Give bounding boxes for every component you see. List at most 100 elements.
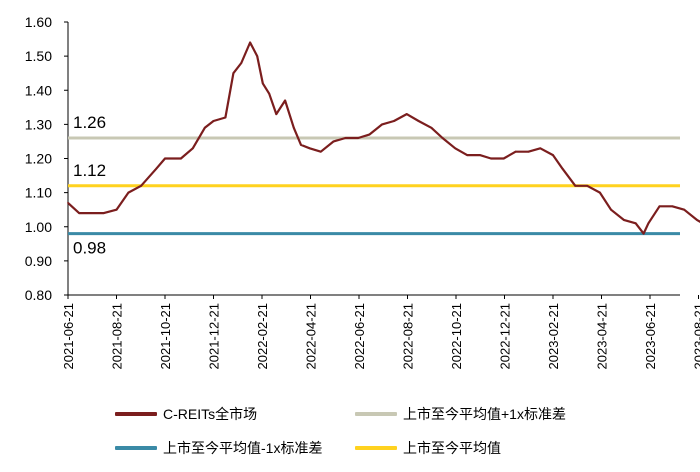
legend-swatch-lower (115, 446, 157, 450)
legend-label-mean: 上市至今平均值 (403, 440, 501, 456)
y-tick-label: 1.30 (25, 116, 52, 132)
x-tick-label: 2022-12-21 (498, 303, 513, 370)
x-tick-label: 2022-10-21 (449, 303, 464, 370)
data-point (479, 154, 481, 157)
data-point (586, 184, 589, 187)
legend-label-lower: 上市至今平均值-1x标准差 (163, 440, 323, 456)
data-point (405, 113, 408, 115)
data-point (268, 92, 271, 95)
data-point (319, 150, 322, 153)
y-tick-label: 1.50 (25, 48, 52, 64)
data-point (381, 123, 383, 126)
data-point (240, 62, 243, 64)
data-point (212, 120, 215, 122)
y-tick-label: 1.10 (25, 185, 52, 201)
x-tick-label: 2023-02-21 (546, 303, 561, 370)
value-labels: 1.260.981.121.21 (73, 113, 106, 258)
data-point (275, 113, 278, 115)
data-point (300, 144, 302, 146)
x-tick-label: 2021-06-21 (61, 303, 76, 370)
y-tick-label: 1.40 (25, 82, 52, 98)
data-point (232, 72, 235, 75)
data-point (115, 208, 118, 211)
x-tick-label: 2022-04-21 (304, 303, 319, 370)
data-point (332, 140, 335, 143)
data-point (658, 205, 661, 208)
y-axis: 0.80 0.90 1.00 1.10 1.20 1.30 1.40 1.50 1.60 (25, 14, 69, 303)
x-tick-label: 2022-06-21 (352, 303, 367, 370)
reference-line-label: 1.26 (73, 113, 106, 132)
data-point (357, 137, 360, 139)
y-tick-label: 0.80 (25, 287, 52, 303)
data-point (78, 212, 80, 215)
data-point (256, 55, 259, 57)
data-point (224, 116, 227, 119)
x-tick-label: 2023-08-21 (692, 303, 700, 370)
data-point (203, 126, 206, 129)
data-point (441, 137, 444, 139)
data-point (393, 120, 395, 122)
reference-line-label: 0.98 (73, 239, 106, 258)
x-tick-label: 2023-04-21 (595, 303, 610, 370)
data-point (90, 212, 92, 215)
data-point (430, 126, 433, 129)
data-point (514, 150, 517, 153)
main-series (67, 41, 700, 235)
data-point (599, 191, 601, 194)
data-point (308, 147, 311, 150)
data-point (552, 154, 554, 157)
data-point (490, 157, 492, 160)
x-tick-label: 2022-08-21 (401, 303, 416, 370)
data-point (527, 150, 530, 153)
data-point (292, 126, 295, 129)
data-point (261, 82, 264, 85)
series-line-c-reits (67, 41, 700, 235)
data-point (539, 147, 542, 150)
x-tick-label: 2023-06-21 (643, 303, 658, 370)
data-point (634, 222, 637, 225)
data-point (622, 219, 625, 221)
data-point (417, 120, 420, 122)
data-point (561, 167, 564, 170)
y-tick-label: 1.20 (25, 151, 52, 167)
legend-label-upper: 上市至今平均值+1x标准差 (403, 406, 566, 422)
data-point (671, 205, 674, 208)
y-tick-label: 1.60 (25, 14, 52, 30)
legend-item-main: C-REITs全市场 (115, 404, 257, 424)
legend-label-main: C-REITs全市场 (163, 406, 258, 422)
legend-swatch-mean (355, 446, 397, 450)
data-point (155, 167, 158, 170)
x-tick-label: 2021-10-21 (158, 303, 173, 370)
y-tick-label: 1.00 (25, 219, 52, 235)
x-tick-label: 2022-02-21 (255, 303, 270, 370)
data-point (502, 157, 505, 160)
data-point (140, 184, 143, 187)
data-point (454, 147, 457, 150)
data-point (164, 157, 166, 160)
x-tick-label: 2021-12-21 (207, 303, 222, 370)
legend-swatch-upper (355, 412, 397, 416)
x-tick-label: 2021-08-21 (110, 303, 125, 370)
x-axis: 2021-06-21 2021-08-21 2021-10-21 2021-12-21… (61, 294, 700, 370)
data-point (67, 202, 69, 204)
data-point (284, 99, 286, 102)
data-point (683, 208, 686, 211)
data-point (696, 219, 698, 221)
legend-item-upper: 上市至今平均值+1x标准差 (355, 404, 566, 424)
data-point (368, 133, 371, 136)
data-point (610, 208, 612, 211)
data-point (180, 157, 182, 160)
data-point (127, 191, 130, 194)
data-point (466, 154, 468, 157)
legend-swatch-main (115, 412, 157, 416)
data-point (574, 184, 577, 187)
data-point (647, 222, 650, 225)
data-point (249, 41, 252, 44)
reference-line-label: 1.12 (73, 161, 106, 180)
data-point (344, 137, 347, 139)
y-tick-label: 0.90 (25, 253, 52, 269)
data-point (642, 232, 645, 235)
data-point (102, 212, 105, 215)
legend-item-lower: 上市至今平均值-1x标准差 (115, 438, 322, 458)
